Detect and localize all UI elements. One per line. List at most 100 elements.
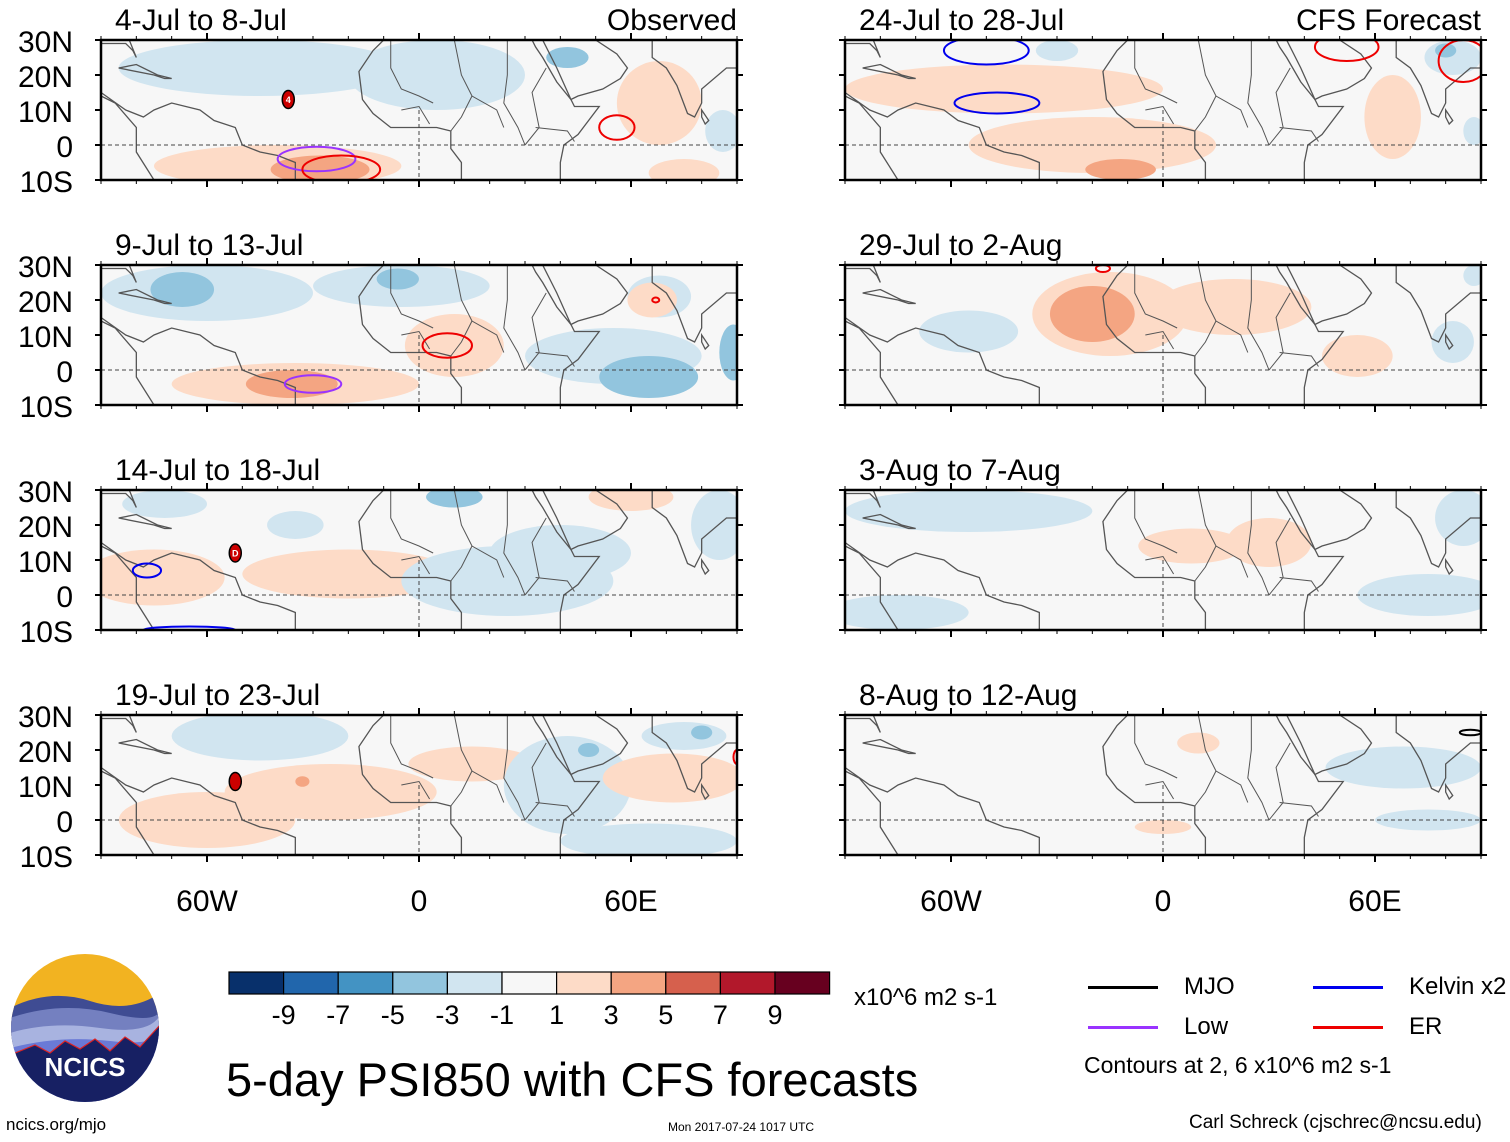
colorbar-swatch (228, 971, 285, 995)
panel-plot-area (845, 715, 1481, 855)
colorbar-swatch (337, 971, 394, 995)
y-tick-label: 20N (18, 736, 73, 769)
contour-mjo (1458, 728, 1481, 737)
country-border (535, 352, 575, 367)
colorbar-label: -5 (381, 1000, 405, 1030)
country-border (401, 555, 431, 575)
y-tick-label: 0 (56, 356, 73, 389)
y-tick-label: 0 (56, 131, 73, 164)
panel-date-range: 3-Aug to 7-Aug (859, 454, 1061, 487)
coastline (845, 91, 1040, 180)
anomaly-shading (1463, 265, 1481, 286)
site-link[interactable]: ncics.org/mjo (6, 1115, 107, 1134)
coastline (118, 288, 172, 305)
country-border (535, 802, 575, 817)
legend-line-low (1088, 1025, 1158, 1029)
anomaly-shading (426, 490, 483, 508)
coastline (651, 265, 737, 343)
coastline (845, 40, 881, 58)
colorbar-label: 1 (549, 1000, 564, 1030)
anomaly-shading (122, 490, 207, 518)
coastline (1445, 107, 1454, 126)
colorbar-swatch (555, 971, 612, 995)
panel-date-range: 29-Jul to 2-Aug (859, 229, 1062, 262)
contour-er (1094, 265, 1111, 273)
panel-plot-area (845, 40, 1481, 180)
coastline (701, 107, 710, 126)
anomaly-shading (1463, 117, 1481, 145)
country-border (401, 105, 431, 125)
anomaly-shading (489, 525, 631, 581)
panel-tag: CFS Forecast (1296, 4, 1482, 37)
anomaly-shading (1325, 746, 1481, 789)
anomaly-shading (295, 776, 310, 787)
colorbar-swatch (392, 971, 448, 995)
panel-plot-area (845, 265, 1481, 405)
country-border (1194, 770, 1217, 807)
coastline (541, 490, 629, 551)
panel-date-range: 14-Jul to 18-Jul (115, 454, 320, 487)
panel-date-range: 24-Jul to 28-Jul (859, 4, 1064, 37)
anomaly-shading (705, 110, 737, 152)
y-tick-label: 10S (20, 391, 73, 424)
anomaly-shading (224, 764, 437, 820)
coastline (101, 91, 296, 180)
coastline (118, 738, 172, 755)
logo-text: NCICS (45, 1052, 126, 1082)
country-border (1268, 742, 1291, 821)
country-border (1279, 802, 1319, 817)
country-border (503, 40, 526, 146)
legend-item-mjo: MJO (1088, 973, 1235, 1001)
contour-er (1313, 40, 1380, 62)
country-border (503, 265, 526, 371)
panel-date-range: 8-Aug to 12-Aug (859, 679, 1077, 712)
coastline (1395, 40, 1481, 118)
anomaly-shading (560, 823, 737, 855)
coastline (845, 490, 881, 508)
map-panel: 29-Jul to 2-Aug (839, 229, 1487, 412)
map-panel: 8-Aug to 12-Aug (839, 679, 1487, 862)
coastline (101, 766, 296, 855)
y-tick-label: 10N (18, 771, 73, 804)
storm-label: D (232, 549, 239, 559)
anomaly-shading (1049, 286, 1135, 342)
storm-body (228, 771, 243, 792)
y-tick-label: 10S (20, 166, 73, 199)
country-border (535, 127, 575, 142)
coastline (358, 265, 601, 405)
anomaly-shading (616, 61, 702, 145)
country-border (1134, 715, 1178, 779)
x-tick-label: 0 (1155, 885, 1172, 918)
anomaly-shading (641, 722, 727, 750)
anomaly-shading (1424, 40, 1481, 75)
colorbar-swatch (446, 971, 503, 995)
legend-label: ER (1409, 1013, 1443, 1040)
colorbar-swatch (774, 971, 831, 995)
x-tick-label: 60W (176, 885, 238, 918)
contour-kelvin (942, 40, 1030, 66)
anomaly-shading (1322, 335, 1393, 377)
coastline (541, 715, 629, 776)
country-border (1194, 320, 1217, 357)
anomaly-shading (691, 490, 737, 560)
y-tick-label: 20N (18, 511, 73, 544)
anomaly-shading (376, 268, 419, 290)
coastline (1445, 557, 1454, 576)
anomaly-shading (1431, 321, 1474, 363)
coastline (651, 40, 737, 118)
country-border (390, 40, 434, 104)
country-border (535, 577, 575, 592)
panel-plot-area: 4 (101, 40, 737, 180)
tropical-storm-icon: 4 (281, 89, 296, 110)
coastline (101, 490, 137, 508)
coastline (1102, 490, 1345, 630)
coastline (862, 63, 916, 80)
anomaly-shading (1155, 279, 1312, 335)
colorbar-swatch (501, 971, 558, 995)
coastline (101, 715, 137, 733)
country-border (450, 320, 473, 357)
country-border (1247, 490, 1270, 596)
y-tick-label: 10S (20, 841, 73, 874)
